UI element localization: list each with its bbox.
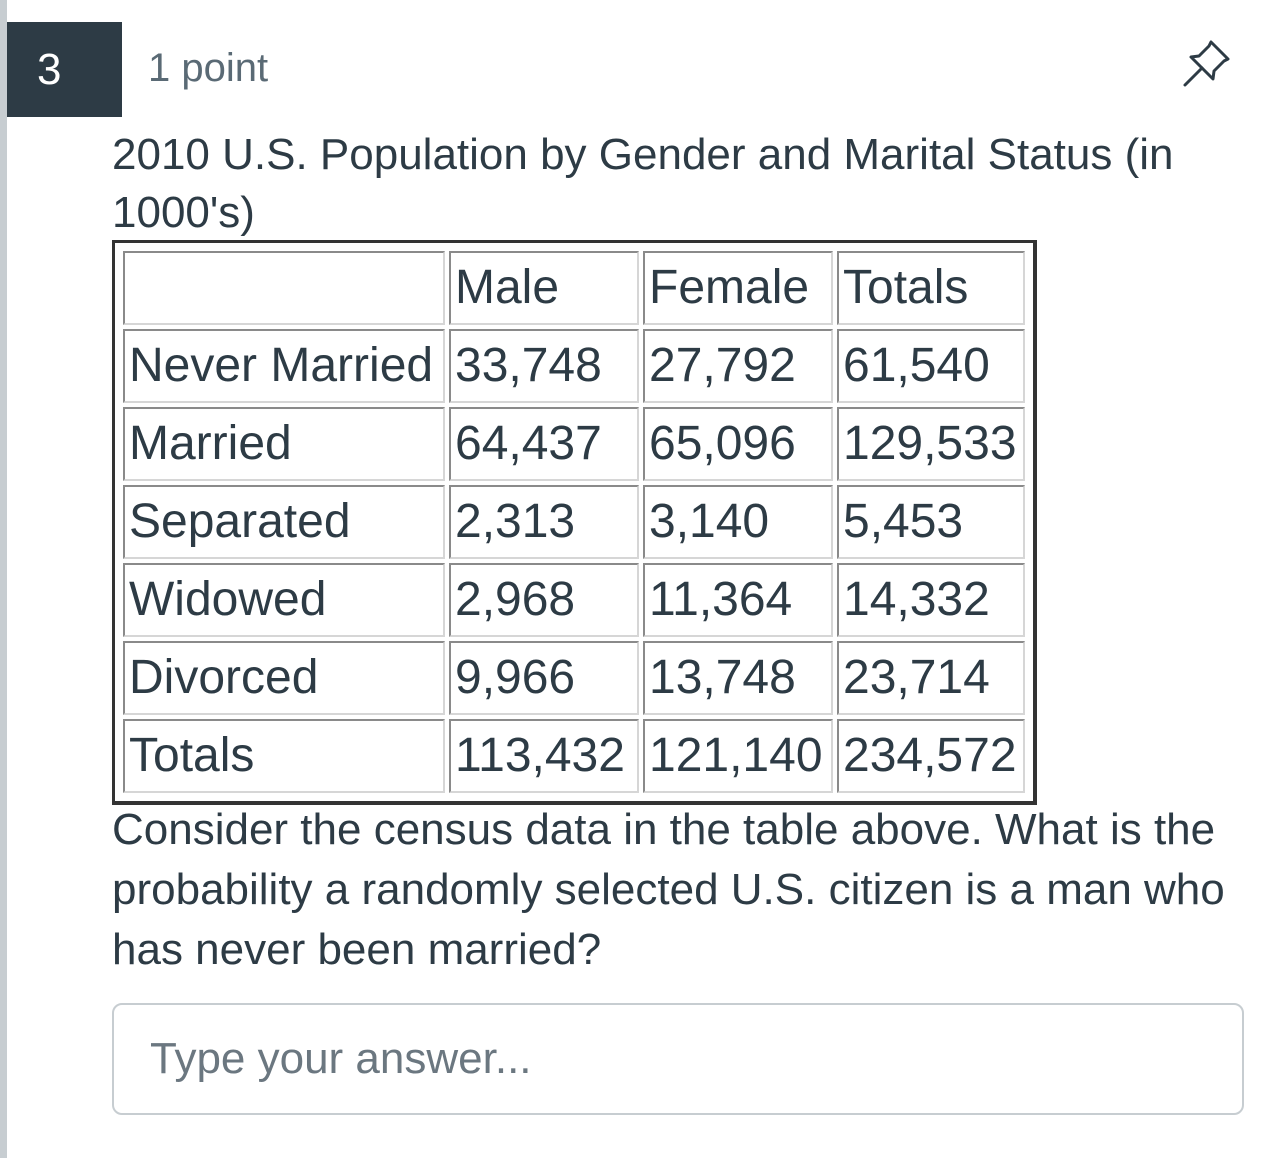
question-number: 3 — [7, 22, 122, 117]
row-label: Totals — [123, 719, 445, 793]
table-row: Totals 113,432 121,140 234,572 — [123, 719, 1025, 793]
cell-totals: 61,540 — [837, 329, 1025, 403]
table-row: Separated 2,313 3,140 5,453 — [123, 485, 1025, 559]
census-table: Male Female Totals Never Married 33,748 … — [112, 240, 1037, 805]
cell-totals: 5,453 — [837, 485, 1025, 559]
cell-female: 3,140 — [643, 485, 833, 559]
pin-icon[interactable] — [1178, 36, 1234, 92]
question-points: 1 point — [148, 46, 269, 90]
cell-totals: 129,533 — [837, 407, 1025, 481]
header-cell-male: Male — [449, 251, 639, 325]
answer-input[interactable] — [112, 1003, 1244, 1115]
census-table-grid: Male Female Totals Never Married 33,748 … — [119, 247, 1029, 797]
header-cell-empty — [123, 251, 445, 325]
cell-male: 2,968 — [449, 563, 639, 637]
row-label: Married — [123, 407, 445, 481]
table-row: Widowed 2,968 11,364 14,332 — [123, 563, 1025, 637]
cell-male: 33,748 — [449, 329, 639, 403]
cell-male: 113,432 — [449, 719, 639, 793]
table-header-row: Male Female Totals — [123, 251, 1025, 325]
header-cell-totals: Totals — [837, 251, 1025, 325]
table-row: Married 64,437 65,096 129,533 — [123, 407, 1025, 481]
cell-totals: 14,332 — [837, 563, 1025, 637]
left-rule — [0, 0, 7, 1158]
cell-female: 11,364 — [643, 563, 833, 637]
cell-female: 121,140 — [643, 719, 833, 793]
cell-female: 65,096 — [643, 407, 833, 481]
row-label: Divorced — [123, 641, 445, 715]
row-label: Widowed — [123, 563, 445, 637]
cell-female: 13,748 — [643, 641, 833, 715]
cell-male: 9,966 — [449, 641, 639, 715]
cell-totals: 23,714 — [837, 641, 1025, 715]
table-row: Never Married 33,748 27,792 61,540 — [123, 329, 1025, 403]
question-title: 2010 U.S. Population by Gender and Marit… — [112, 130, 1174, 237]
row-label: Never Married — [123, 329, 445, 403]
cell-male: 64,437 — [449, 407, 639, 481]
cell-totals: 234,572 — [837, 719, 1025, 793]
cell-female: 27,792 — [643, 329, 833, 403]
question-prompt: Consider the census data in the table ab… — [112, 805, 1225, 974]
table-row: Divorced 9,966 13,748 23,714 — [123, 641, 1025, 715]
row-label: Separated — [123, 485, 445, 559]
header-cell-female: Female — [643, 251, 833, 325]
cell-male: 2,313 — [449, 485, 639, 559]
